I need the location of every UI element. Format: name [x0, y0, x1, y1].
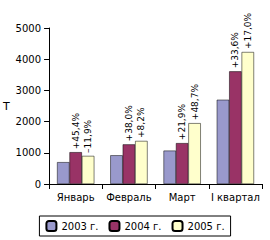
svg-text:Январь: Январь: [57, 192, 95, 203]
svg-text:2005 г.: 2005 г.: [188, 221, 225, 232]
svg-text:+33,6%: +33,6%: [230, 32, 240, 69]
svg-text:4000: 4000: [16, 54, 41, 65]
svg-text:+45,4%: +45,4%: [71, 113, 81, 150]
svg-text:2003 г.: 2003 г.: [61, 221, 98, 232]
svg-text:1000: 1000: [16, 147, 41, 158]
svg-text:Февраль: Февраль: [106, 192, 152, 203]
svg-text:2004 г.: 2004 г.: [124, 221, 161, 232]
svg-text:–11,9%: –11,9%: [83, 119, 93, 153]
svg-text:2000: 2000: [16, 116, 41, 127]
svg-text:+17,0%: +17,0%: [243, 12, 253, 49]
svg-text:Март: Март: [169, 192, 196, 203]
svg-text:0: 0: [35, 179, 41, 190]
svg-text:+48,7%: +48,7%: [190, 84, 200, 121]
svg-text:+38,0%: +38,0%: [124, 105, 134, 142]
svg-text:+8,2%: +8,2%: [136, 107, 146, 138]
svg-text:3000: 3000: [16, 85, 41, 96]
svg-text:5000: 5000: [16, 23, 41, 34]
svg-text:I квартал: I квартал: [211, 192, 260, 203]
svg-text:+21,9%: +21,9%: [177, 104, 187, 141]
svg-text:Т: Т: [2, 100, 10, 113]
